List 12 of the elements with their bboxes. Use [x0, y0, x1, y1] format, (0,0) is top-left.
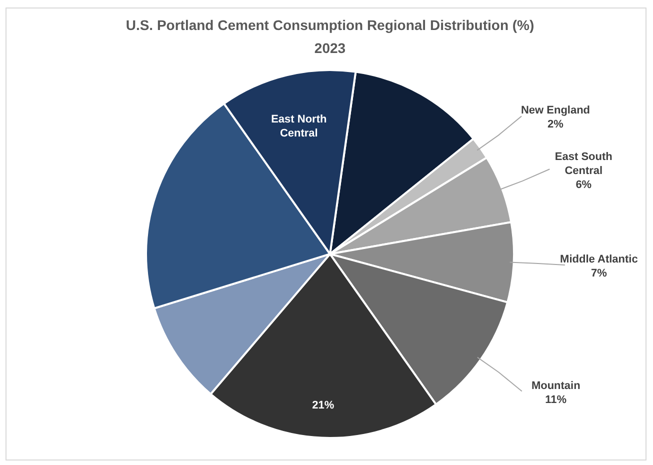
slice-label: Mountain [531, 380, 581, 392]
slice-label: New England [520, 104, 590, 117]
chart-title: U.S. Portland Cement Consumption Regional Distribution (%) [126, 17, 534, 33]
data-label: 7% [590, 267, 608, 280]
slice-label: East South Central [554, 151, 613, 178]
data-label: 11% [545, 394, 567, 406]
slice-label: Middle Atlantic [560, 253, 638, 266]
data-label: 21% [312, 400, 334, 412]
slice-label: East North Central [271, 114, 327, 140]
data-label: 6% [576, 179, 592, 192]
data-label: 2% [548, 118, 564, 131]
chart-subtitle: 2023 [314, 40, 346, 56]
